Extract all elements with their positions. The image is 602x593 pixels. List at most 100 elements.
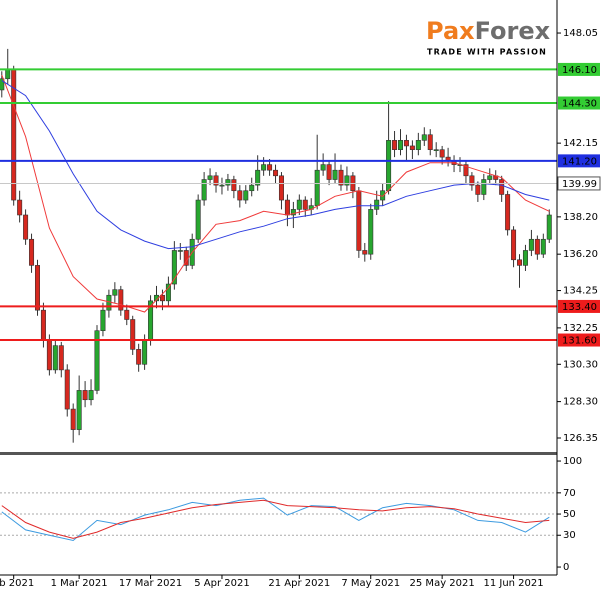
candle-body [368,209,374,255]
candle-body [415,140,421,150]
candle-body [439,149,445,158]
candle-body [130,319,136,350]
candle-body [64,369,70,410]
candle-body [397,140,403,150]
level-label-box [558,333,600,347]
candle-body [540,238,546,255]
y-tick-label: 70 [563,488,576,499]
candle-body [5,69,11,80]
y-tick-label: 138.20 [563,212,598,223]
y-tick-label: 148.05 [563,28,598,39]
candle-body [296,199,302,210]
logo-brand-part: Pax [426,17,475,45]
candle-body [23,214,29,240]
level-label-box [558,299,600,313]
candle-body [356,190,362,251]
candle-body [195,199,201,240]
candle-body [231,179,237,192]
candle-body [136,349,142,365]
line-series [1,499,550,539]
y-tick-label: 128.30 [563,397,598,408]
level-label: 133.40 [562,302,597,313]
y-tick-label: 30 [563,530,576,541]
candle-body [34,265,40,311]
candle-body [267,164,273,171]
candle-body [344,175,350,186]
candle-body [326,164,332,180]
candle-body [249,184,255,192]
candle-body [165,283,171,302]
level-label-box [557,176,601,191]
y-tick-label: 50 [563,509,576,520]
y-tick-label: 100 [563,456,582,467]
candle-body [517,259,523,266]
x-tick-label: 5 Apr 2021 [194,578,249,589]
candle-body [94,330,100,391]
candle-body [243,190,249,201]
candle-body [332,169,338,180]
candle-body [159,294,165,302]
candle-body [58,345,64,371]
candle-body [302,199,308,210]
y-tick-label: 0 [563,562,569,573]
candle-body [481,179,487,195]
level-label: 141.20 [562,156,597,167]
candle-body [505,194,511,231]
x-tick-label: 1 Mar 2021 [51,578,108,589]
candle-body [124,309,130,320]
candle-body [534,238,540,255]
candle-body [475,184,481,195]
logo-brand-part: Forex [475,17,551,45]
candle-body [142,339,148,365]
candle-body [320,164,326,171]
level-label-box [558,154,600,168]
candle-body [76,390,82,430]
y-tick-label: 142.15 [563,138,598,149]
level-label-box [558,62,600,76]
candle-body [46,339,52,371]
candle-body [403,140,409,147]
level-label: 144.30 [562,99,597,110]
candle-body [487,175,493,180]
candle-body [522,250,528,266]
candle-body [273,169,279,177]
candle-body [338,169,344,186]
y-tick-label: 132.25 [563,323,598,334]
level-label: 139.99 [562,179,597,190]
candle-body [433,149,439,151]
candle-body [528,238,534,251]
x-tick-label: 17 Mar 2021 [119,578,182,589]
candle-body [70,408,76,430]
candle-body [82,390,88,401]
candle-body [88,390,94,401]
candle-body [278,175,284,201]
x-tick-label: 21 Apr 2021 [268,578,330,589]
x-tick-label: 25 May 2021 [410,578,475,589]
candle-body [213,175,219,186]
candle-body [201,179,207,201]
candle-body [261,164,267,171]
y-tick-label: 126.35 [563,433,598,444]
x-tick-label: 11 Jun 2021 [483,578,543,589]
candle-body [463,164,469,177]
y-tick-label: 136.20 [563,249,598,260]
logo-tagline: TRADE WITH PASSION [427,48,547,57]
candle-body [207,175,213,180]
line-series [1,74,550,313]
candle-body [511,229,517,261]
candle-body [546,214,552,240]
candle-body [290,209,296,216]
candle-body [52,345,58,371]
candle-body [499,179,505,195]
line-series [1,80,550,250]
candle-body [0,78,5,91]
candle-body [171,250,177,285]
level-label: 131.60 [562,336,597,347]
candle-body [219,184,225,187]
y-tick-label: 134.25 [563,286,598,297]
line-series [1,497,550,542]
x-tick-label: 7 May 2021 [341,578,400,589]
candle-body [427,134,433,150]
